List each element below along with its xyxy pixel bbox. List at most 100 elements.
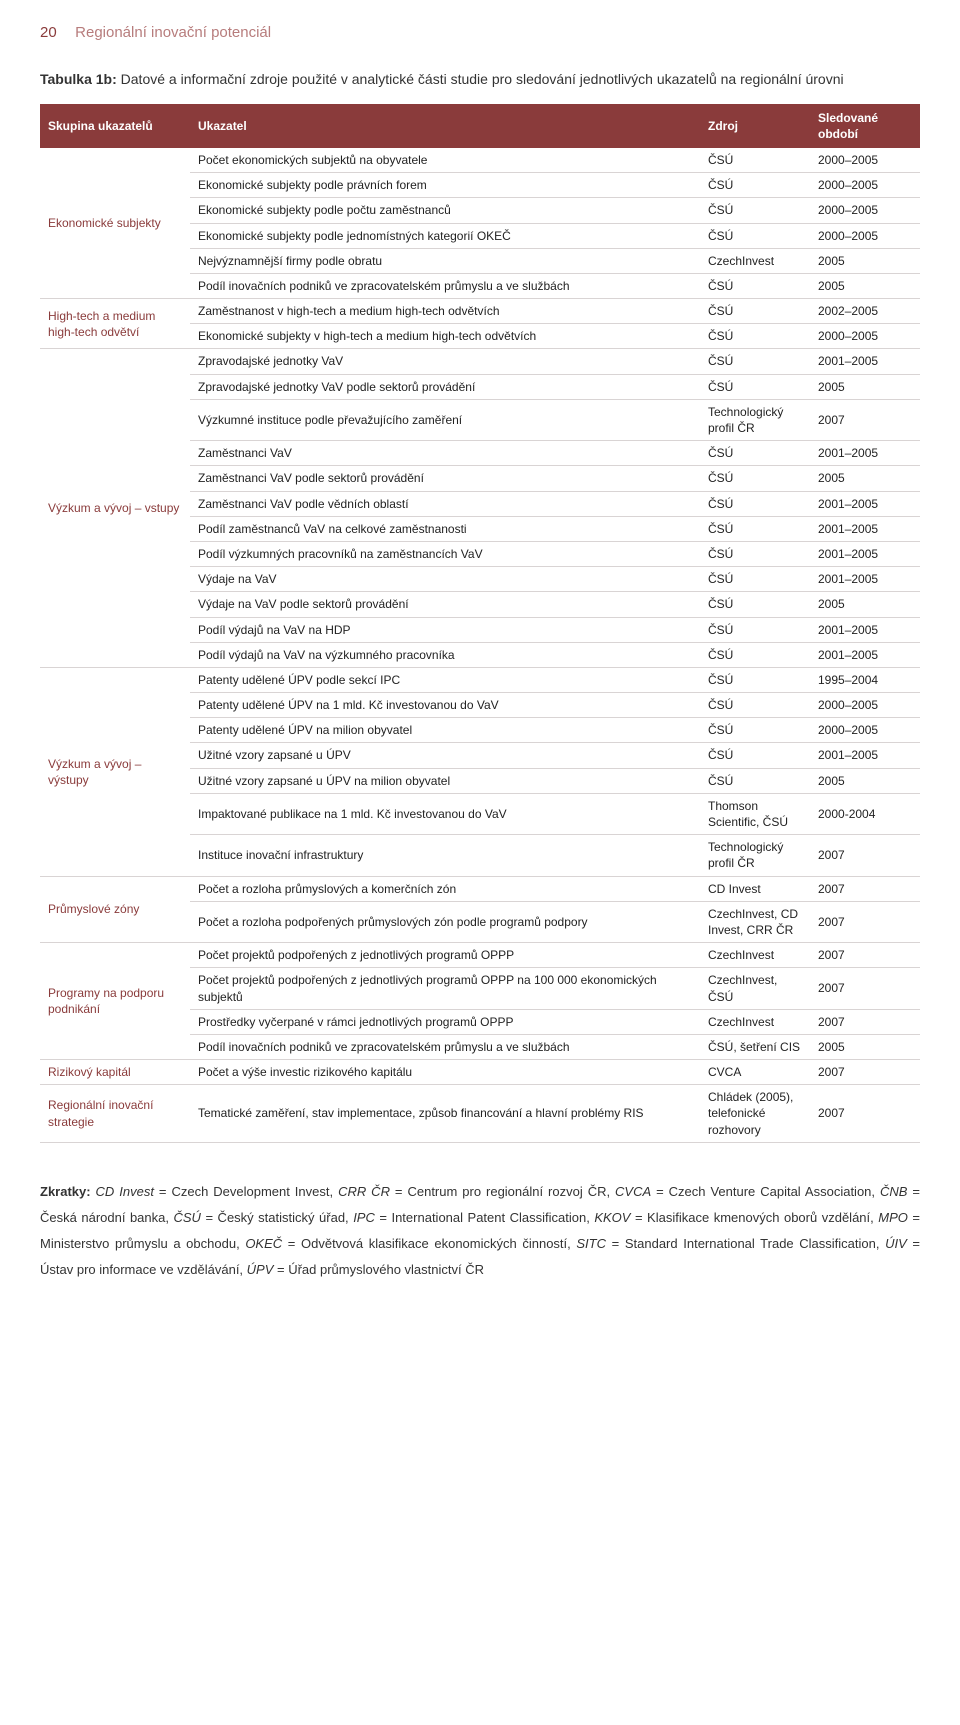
source-cell: CzechInvest <box>700 248 810 273</box>
table-body: Ekonomické subjektyPočet ekonomických su… <box>40 148 920 1142</box>
source-cell: ČSÚ <box>700 148 810 173</box>
indicator-cell: Tematické zaměření, stav implementace, z… <box>190 1085 700 1143</box>
table-row: Výzkum a vývoj – vstupyZpravodajské jedn… <box>40 349 920 374</box>
period-cell: 2001–2005 <box>810 617 920 642</box>
period-cell: 2007 <box>810 835 920 876</box>
indicator-cell: Ekonomické subjekty podle právních forem <box>190 173 700 198</box>
indicator-cell: Výzkumné instituce podle převažujícího z… <box>190 399 700 440</box>
period-cell: 2001–2005 <box>810 541 920 566</box>
source-cell: CD Invest <box>700 876 810 901</box>
period-cell: 2005 <box>810 374 920 399</box>
period-cell: 2005 <box>810 592 920 617</box>
indicator-cell: Počet a rozloha podpořených průmyslových… <box>190 901 700 942</box>
indicator-cell: Prostředky vyčerpané v rámci jednotlivýc… <box>190 1009 700 1034</box>
table-row: High-tech a medium high-tech odvětvíZamě… <box>40 299 920 324</box>
indicator-cell: Počet projektů podpořených z jednotlivýc… <box>190 968 700 1009</box>
table-row: Regionální inovační strategieTematické z… <box>40 1085 920 1143</box>
indicator-cell: Ekonomické subjekty podle počtu zaměstna… <box>190 198 700 223</box>
source-cell: ČSÚ <box>700 592 810 617</box>
indicator-cell: Zaměstnanci VaV podle vědních oblastí <box>190 491 700 516</box>
source-cell: CzechInvest <box>700 1009 810 1034</box>
table-row: Rizikový kapitálPočet a výše investic ri… <box>40 1060 920 1085</box>
source-cell: ČSÚ <box>700 173 810 198</box>
indicator-cell: Užitné vzory zapsané u ÚPV na milion oby… <box>190 768 700 793</box>
period-cell: 2005 <box>810 273 920 298</box>
group-cell: High-tech a medium high-tech odvětví <box>40 299 190 349</box>
indicator-cell: Počet projektů podpořených z jednotlivýc… <box>190 943 700 968</box>
source-cell: ČSÚ <box>700 567 810 592</box>
source-cell: ČSÚ <box>700 273 810 298</box>
source-cell: ČSÚ <box>700 299 810 324</box>
indicator-cell: Podíl inovačních podniků ve zpracovatels… <box>190 273 700 298</box>
period-cell: 2000–2005 <box>810 223 920 248</box>
period-cell: 2002–2005 <box>810 299 920 324</box>
source-cell: ČSÚ <box>700 374 810 399</box>
period-cell: 2001–2005 <box>810 491 920 516</box>
period-cell: 2007 <box>810 876 920 901</box>
source-cell: CzechInvest <box>700 943 810 968</box>
table-row: Programy na podporu podnikáníPočet proje… <box>40 943 920 968</box>
period-cell: 2000–2005 <box>810 693 920 718</box>
indicator-cell: Patenty udělené ÚPV podle sekcí IPC <box>190 667 700 692</box>
period-cell: 2005 <box>810 466 920 491</box>
source-cell: ČSÚ <box>700 516 810 541</box>
period-cell: 2000–2005 <box>810 173 920 198</box>
source-cell: ČSÚ <box>700 718 810 743</box>
source-cell: ČSÚ <box>700 349 810 374</box>
source-cell: ČSÚ <box>700 441 810 466</box>
data-table: Skupina ukazatelů Ukazatel Zdroj Sledova… <box>40 104 920 1143</box>
source-cell: CzechInvest, ČSÚ <box>700 968 810 1009</box>
table-row: Ekonomické subjektyPočet ekonomických su… <box>40 148 920 173</box>
source-cell: Thomson Scientific, ČSÚ <box>700 793 810 834</box>
page-header: 20 Regionální inovační potenciál <box>40 24 920 42</box>
abbreviations-footnote: Zkratky: CD Invest = Czech Development I… <box>40 1179 920 1283</box>
source-cell: ČSÚ <box>700 768 810 793</box>
col-header-period: Sledované období <box>810 104 920 148</box>
source-cell: ČSÚ <box>700 667 810 692</box>
source-cell: ČSÚ <box>700 324 810 349</box>
indicator-cell: Impaktované publikace na 1 mld. Kč inves… <box>190 793 700 834</box>
table-title-bold: Tabulka 1b: <box>40 71 117 87</box>
indicator-cell: Ekonomické subjekty v high-tech a medium… <box>190 324 700 349</box>
indicator-cell: Zaměstnanci VaV <box>190 441 700 466</box>
group-cell: Průmyslové zóny <box>40 876 190 943</box>
source-cell: ČSÚ <box>700 743 810 768</box>
indicator-cell: Podíl výzkumných pracovníků na zaměstnan… <box>190 541 700 566</box>
period-cell: 2001–2005 <box>810 743 920 768</box>
indicator-cell: Výdaje na VaV podle sektorů provádění <box>190 592 700 617</box>
indicator-cell: Počet a rozloha průmyslových a komerčníc… <box>190 876 700 901</box>
indicator-cell: Patenty udělené ÚPV na 1 mld. Kč investo… <box>190 693 700 718</box>
indicator-cell: Užitné vzory zapsané u ÚPV <box>190 743 700 768</box>
table-row: Průmyslové zónyPočet a rozloha průmyslov… <box>40 876 920 901</box>
source-cell: Chládek (2005), telefonické rozhovory <box>700 1085 810 1143</box>
period-cell: 2001–2005 <box>810 642 920 667</box>
source-cell: ČSÚ <box>700 466 810 491</box>
indicator-cell: Podíl inovačních podniků ve zpracovatels… <box>190 1034 700 1059</box>
source-cell: Technologický profil ČR <box>700 835 810 876</box>
page-number: 20 <box>40 24 57 41</box>
running-title: Regionální inovační potenciál <box>75 24 271 41</box>
period-cell: 2000–2005 <box>810 198 920 223</box>
indicator-cell: Zpravodajské jednotky VaV podle sektorů … <box>190 374 700 399</box>
group-cell: Programy na podporu podnikání <box>40 943 190 1060</box>
indicator-cell: Podíl výdajů na VaV na HDP <box>190 617 700 642</box>
indicator-cell: Ekonomické subjekty podle jednomístných … <box>190 223 700 248</box>
source-cell: CVCA <box>700 1060 810 1085</box>
source-cell: CzechInvest, CD Invest, CRR ČR <box>700 901 810 942</box>
indicator-cell: Patenty udělené ÚPV na milion obyvatel <box>190 718 700 743</box>
indicator-cell: Nejvýznamnější firmy podle obratu <box>190 248 700 273</box>
group-cell: Výzkum a vývoj – vstupy <box>40 349 190 667</box>
period-cell: 2007 <box>810 943 920 968</box>
period-cell: 2001–2005 <box>810 567 920 592</box>
table-title-rest: Datové a informační zdroje použité v ana… <box>117 71 844 87</box>
period-cell: 2007 <box>810 1060 920 1085</box>
table-title: Tabulka 1b: Datové a informační zdroje p… <box>40 70 920 90</box>
col-header-indicator: Ukazatel <box>190 104 700 148</box>
indicator-cell: Počet a výše investic rizikového kapitál… <box>190 1060 700 1085</box>
indicator-cell: Zpravodajské jednotky VaV <box>190 349 700 374</box>
source-cell: Technologický profil ČR <box>700 399 810 440</box>
period-cell: 2007 <box>810 1009 920 1034</box>
group-cell: Regionální inovační strategie <box>40 1085 190 1143</box>
indicator-cell: Zaměstnanost v high-tech a medium high-t… <box>190 299 700 324</box>
period-cell: 2000-2004 <box>810 793 920 834</box>
